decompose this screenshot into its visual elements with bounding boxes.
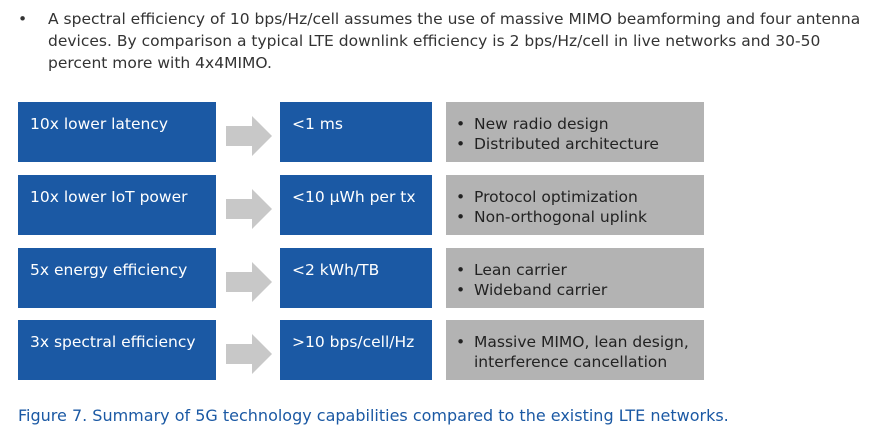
target-box: <10 µWh per tx <box>280 175 432 235</box>
enabler-box: • Lean carrier • Wideband carrier <box>446 248 704 308</box>
capability-row: 5x energy efficiency <2 kWh/TB • Lean car… <box>18 248 704 308</box>
capability-box: 3x spectral efficiency <box>18 320 216 380</box>
enabler-item: • Protocol optimization <box>454 187 698 207</box>
capability-box: 10x lower latency <box>18 102 216 162</box>
capability-row: 3x spectral efficiency >10 bps/cell/Hz •… <box>18 320 704 380</box>
capability-box: 5x energy efficiency <box>18 248 216 308</box>
target-box: <2 kWh/TB <box>280 248 432 308</box>
arrow-right-icon <box>226 116 272 156</box>
bullet-glyph: • <box>456 115 466 133</box>
enabler-item: • Distributed architecture <box>454 134 698 154</box>
enabler-box: • Massive MIMO, lean design, interference… <box>446 320 704 380</box>
target-box: <1 ms <box>280 102 432 162</box>
capability-box: 10x lower IoT power <box>18 175 216 235</box>
enabler-item: • New radio design <box>454 114 698 134</box>
enabler-text: Protocol optimization <box>474 188 638 206</box>
enabler-text: Lean carrier <box>474 261 567 279</box>
capability-row: 10x lower IoT power <10 µWh per tx • Prot… <box>18 175 704 235</box>
bullet-glyph: • <box>456 135 466 153</box>
arrow-right-icon <box>226 189 272 229</box>
enabler-text: Massive MIMO, lean design, interference … <box>474 333 689 371</box>
bullet-glyph: • <box>456 281 466 299</box>
enabler-text: Distributed architecture <box>474 135 659 153</box>
enabler-item: • Massive MIMO, lean design, interference… <box>454 332 698 372</box>
bullet-glyph: • <box>456 261 466 279</box>
enabler-box: • New radio design • Distributed architect… <box>446 102 704 162</box>
figure-caption: Figure 7. Summary of 5G technology capab… <box>18 406 729 425</box>
enabler-text: Wideband carrier <box>474 281 608 299</box>
bullet-glyph: • <box>456 208 466 226</box>
intro-bullet: • <box>18 10 28 28</box>
enabler-text: Non-orthogonal uplink <box>474 208 647 226</box>
bullet-glyph: • <box>456 188 466 206</box>
arrow-right-icon <box>226 262 272 302</box>
enabler-box: • Protocol optimization • Non-orthogonal u… <box>446 175 704 235</box>
intro-text: A spectral efficiency of 10 bps/Hz/cell … <box>48 10 861 72</box>
arrow-right-icon <box>226 334 272 374</box>
enabler-text: New radio design <box>474 115 609 133</box>
capability-row: 10x lower latency <1 ms • New radio desig… <box>18 102 704 162</box>
target-box: >10 bps/cell/Hz <box>280 320 432 380</box>
enabler-item: • Non-orthogonal uplink <box>454 207 698 227</box>
enabler-item: • Lean carrier <box>454 260 698 280</box>
bullet-glyph: • <box>456 333 466 351</box>
enabler-item: • Wideband carrier <box>454 280 698 300</box>
